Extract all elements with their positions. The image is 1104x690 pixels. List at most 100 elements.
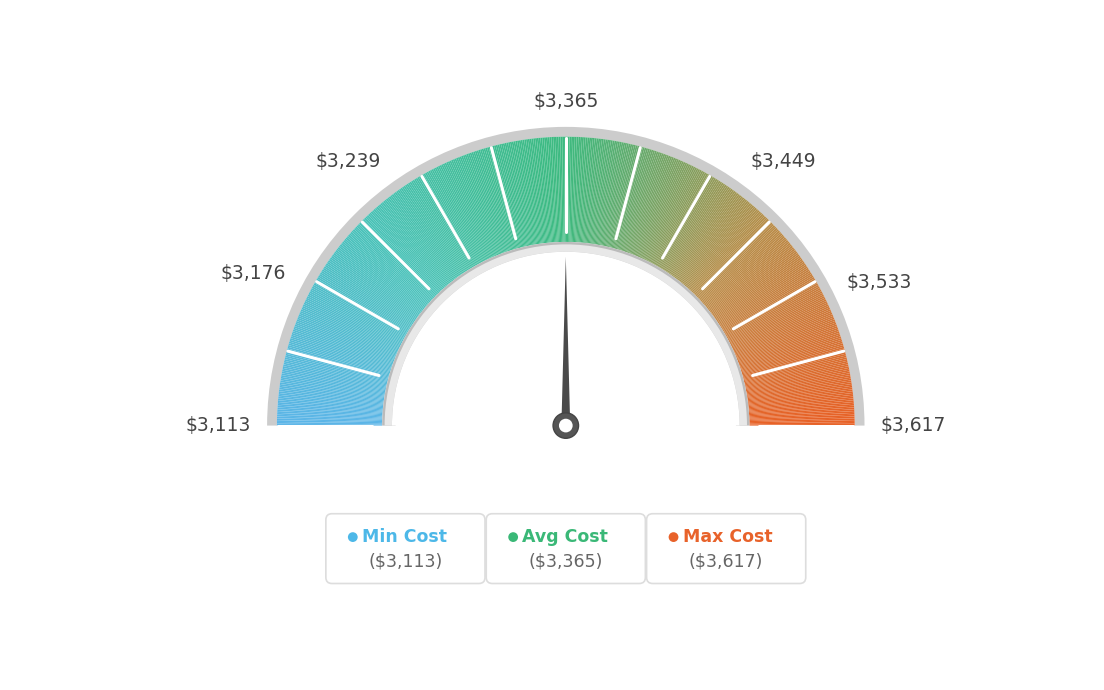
Wedge shape (661, 179, 718, 269)
Wedge shape (507, 142, 529, 246)
Wedge shape (687, 209, 758, 288)
Wedge shape (548, 137, 555, 242)
Wedge shape (481, 148, 513, 250)
Wedge shape (749, 400, 853, 411)
Circle shape (348, 532, 358, 542)
Wedge shape (531, 139, 545, 244)
Wedge shape (624, 151, 658, 252)
Wedge shape (284, 362, 386, 386)
Wedge shape (604, 143, 627, 246)
Wedge shape (561, 137, 563, 242)
Wedge shape (728, 288, 820, 339)
Wedge shape (370, 213, 442, 291)
Wedge shape (402, 186, 463, 275)
Wedge shape (399, 188, 460, 276)
Wedge shape (745, 366, 849, 389)
Wedge shape (280, 377, 385, 395)
Wedge shape (636, 158, 677, 256)
Wedge shape (730, 295, 824, 343)
Wedge shape (418, 176, 474, 268)
Wedge shape (433, 168, 482, 262)
Wedge shape (669, 186, 730, 275)
Wedge shape (278, 402, 383, 412)
Wedge shape (698, 225, 775, 299)
Wedge shape (320, 273, 411, 329)
Wedge shape (519, 140, 537, 244)
Wedge shape (305, 299, 401, 346)
Wedge shape (620, 150, 654, 250)
Wedge shape (279, 384, 384, 400)
Wedge shape (461, 156, 500, 255)
Wedge shape (279, 388, 384, 402)
Wedge shape (716, 262, 805, 322)
Wedge shape (480, 149, 512, 250)
Wedge shape (380, 203, 448, 285)
Wedge shape (322, 268, 412, 326)
Wedge shape (468, 153, 505, 253)
Wedge shape (428, 170, 479, 264)
Wedge shape (392, 194, 456, 279)
Wedge shape (694, 219, 768, 295)
Text: Max Cost: Max Cost (683, 528, 773, 546)
Wedge shape (358, 224, 434, 298)
Wedge shape (567, 137, 570, 242)
Wedge shape (623, 151, 657, 251)
Text: $3,617: $3,617 (880, 416, 946, 435)
Wedge shape (571, 137, 575, 242)
Wedge shape (698, 224, 774, 298)
Wedge shape (650, 169, 700, 263)
Wedge shape (329, 259, 416, 320)
Wedge shape (630, 155, 669, 254)
Wedge shape (289, 339, 391, 372)
Wedge shape (687, 208, 757, 288)
Text: $3,239: $3,239 (316, 152, 381, 171)
Wedge shape (712, 250, 796, 315)
Wedge shape (335, 251, 420, 316)
Wedge shape (686, 206, 755, 287)
Wedge shape (647, 166, 696, 262)
Wedge shape (499, 144, 524, 247)
Wedge shape (744, 355, 847, 382)
Wedge shape (296, 321, 394, 360)
Wedge shape (712, 251, 797, 316)
Wedge shape (710, 246, 793, 312)
Wedge shape (739, 329, 839, 366)
Wedge shape (322, 269, 412, 327)
Wedge shape (747, 382, 851, 399)
Wedge shape (300, 309, 397, 353)
Wedge shape (670, 188, 731, 275)
Wedge shape (681, 201, 749, 284)
Wedge shape (309, 291, 403, 341)
Circle shape (669, 532, 679, 542)
Wedge shape (648, 168, 697, 262)
Wedge shape (607, 144, 633, 247)
Wedge shape (438, 166, 486, 261)
Wedge shape (435, 168, 484, 262)
Wedge shape (530, 139, 544, 244)
Wedge shape (631, 156, 670, 255)
Wedge shape (341, 243, 424, 310)
Wedge shape (502, 144, 527, 246)
Wedge shape (680, 199, 747, 283)
Wedge shape (510, 141, 531, 246)
Wedge shape (513, 141, 533, 245)
Wedge shape (585, 138, 598, 243)
Wedge shape (505, 143, 528, 246)
Wedge shape (694, 220, 771, 296)
Wedge shape (417, 177, 473, 268)
Wedge shape (278, 393, 383, 406)
Wedge shape (750, 413, 854, 419)
Wedge shape (734, 310, 831, 354)
Wedge shape (641, 163, 687, 259)
Wedge shape (740, 333, 840, 368)
Bar (211, 431, 921, 614)
Wedge shape (355, 226, 433, 300)
Wedge shape (294, 328, 393, 364)
Wedge shape (293, 331, 392, 366)
Wedge shape (696, 221, 772, 297)
Wedge shape (466, 154, 503, 253)
Wedge shape (747, 388, 852, 402)
Wedge shape (649, 168, 699, 262)
Wedge shape (584, 138, 596, 243)
Wedge shape (277, 422, 382, 424)
